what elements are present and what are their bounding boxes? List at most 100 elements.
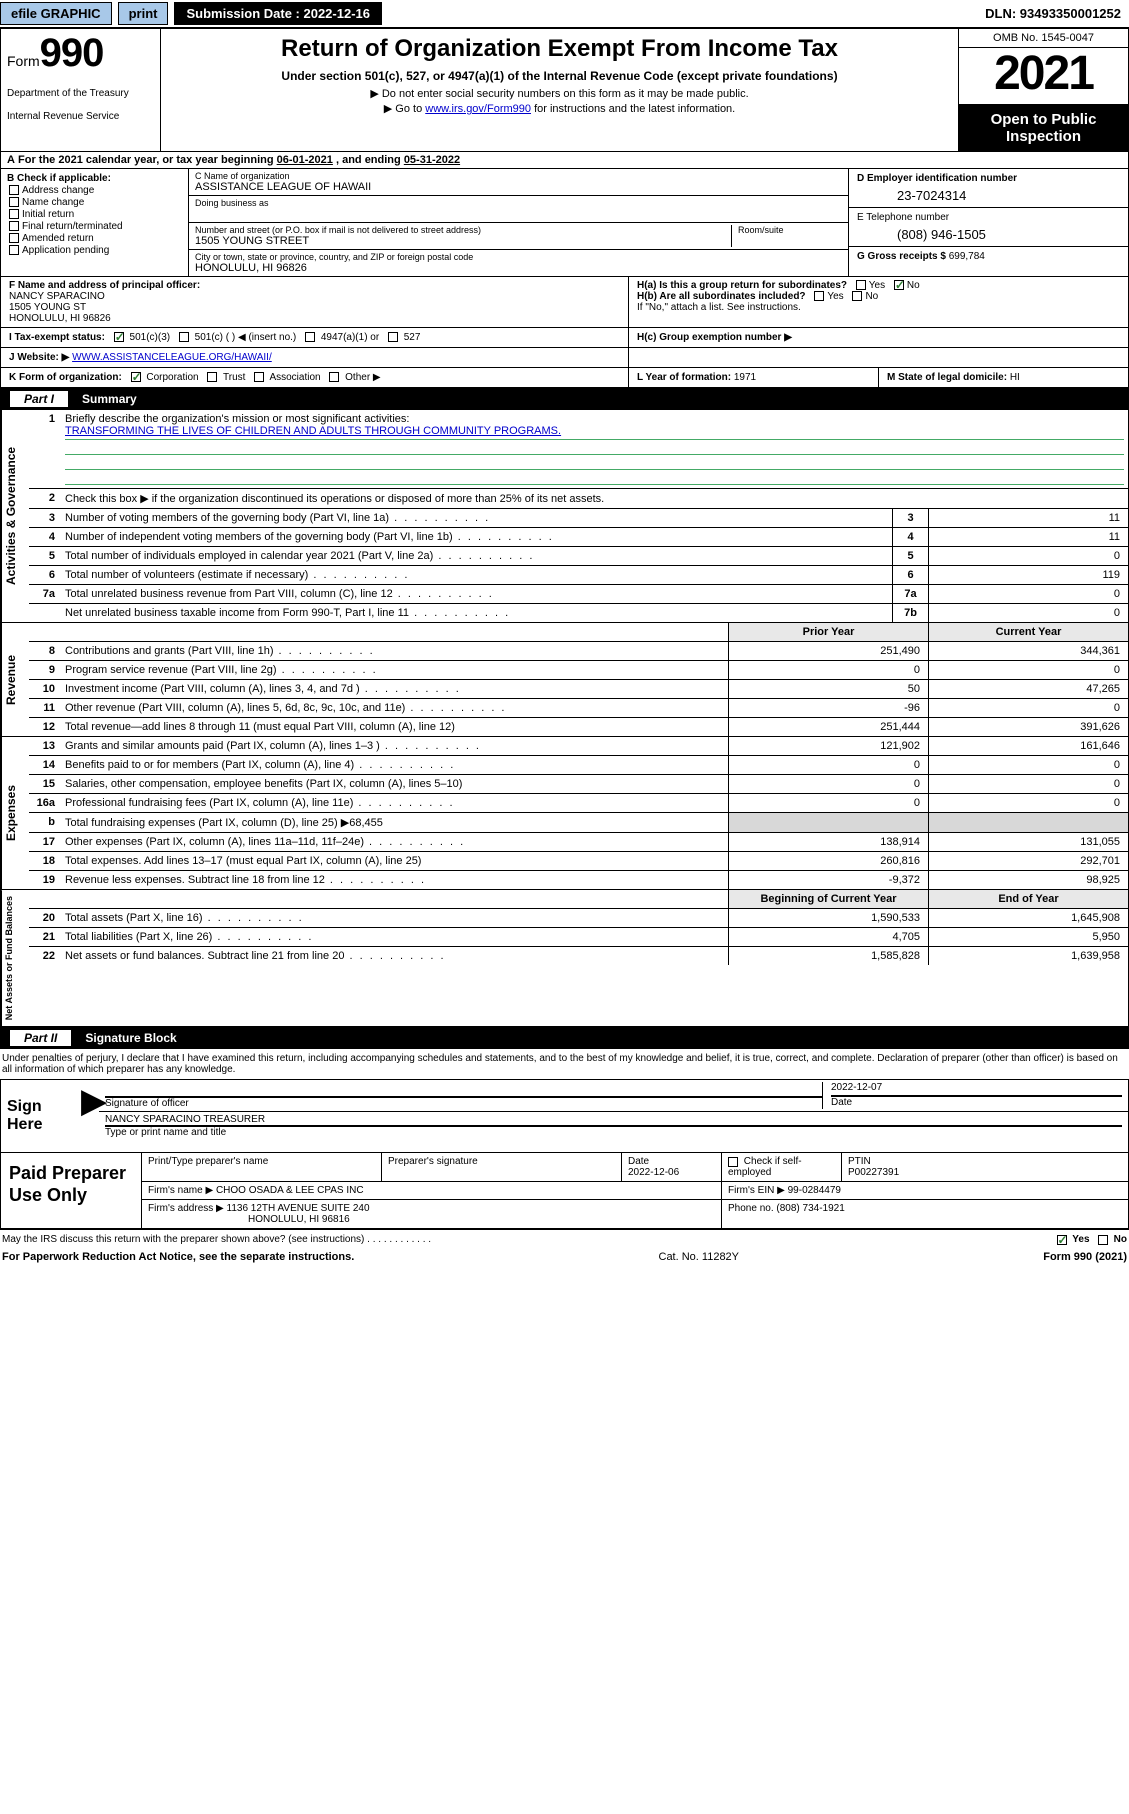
col-d: D Employer identification number 23-7024… [848,169,1128,276]
c11: 0 [928,699,1128,717]
dba-value [195,208,842,220]
discuss-no[interactable] [1098,1235,1108,1245]
pra-notice: For Paperwork Reduction Act Notice, see … [2,1251,354,1263]
self-emp-label: Check if self-employed [728,1156,802,1178]
chk-assoc[interactable] [254,372,264,382]
officer-addr2: HONOLULU, HI 96826 [9,313,111,324]
part1-rev: Revenue Prior YearCurrent Year 8Contribu… [0,623,1129,737]
sign-here-label: Sign Here [1,1080,81,1152]
city-label: City or town, state or province, country… [195,252,842,262]
c10: 47,265 [928,680,1128,698]
o-501c: 501(c) ( ) ◀ (insert no.) [195,332,297,343]
chk-501c[interactable] [179,332,189,342]
q9-text: Program service revenue (Part VIII, line… [61,661,728,679]
ha-no[interactable] [894,280,904,290]
c18: 292,701 [928,852,1128,870]
open-public: Open to Public Inspection [959,105,1128,151]
firm-phone-label: Phone no. [728,1203,774,1214]
chk-amended-return[interactable]: Amended return [9,233,182,244]
hb-label: H(b) Are all subordinates included? [637,291,806,302]
chk-final-return[interactable]: Final return/terminated [9,221,182,232]
chk-name-change[interactable]: Name change [9,197,182,208]
perjury-statement: Under penalties of perjury, I declare th… [0,1049,1129,1079]
prep-date: 2022-12-06 [628,1167,679,1178]
chk-501c3[interactable] [114,332,124,342]
chk-527[interactable] [388,332,398,342]
domicile: HI [1010,372,1020,383]
o-501c3: 501(c)(3) [130,332,171,343]
chk-initial-return[interactable]: Initial return [9,209,182,220]
ha-yes[interactable] [856,280,866,290]
q8: 8Contributions and grants (Part VIII, li… [29,642,1128,661]
dln: DLN: 93493350001252 [985,6,1129,21]
q1-text: Briefly describe the organization's miss… [65,413,409,425]
chk-self-employed[interactable] [728,1157,738,1167]
firm-addr-label: Firm's address ▶ [148,1203,224,1214]
chk-address-change[interactable]: Address change [9,185,182,196]
goto-pre: ▶ Go to [384,103,425,115]
q15: 15Salaries, other compensation, employee… [29,775,1128,794]
discuss-yes[interactable] [1057,1235,1067,1245]
form-header: Form990 Department of the Treasury Inter… [0,28,1129,152]
h-end: End of Year [928,890,1128,908]
q20: 20Total assets (Part X, line 16)1,590,53… [29,909,1128,928]
q2-text: Check this box ▶ if the organization dis… [65,493,604,505]
firm-ein-label: Firm's EIN ▶ [728,1185,785,1196]
website-link[interactable]: WWW.ASSISTANCELEAGUE.ORG/HAWAII/ [72,352,272,363]
p15: 0 [728,775,928,793]
p13: 121,902 [728,737,928,755]
header-grid: B Check if applicable: Address change Na… [0,169,1129,277]
firm-name: CHOO OSADA & LEE CPAS INC [216,1185,364,1196]
tax-exempt-label: I Tax-exempt status: [9,332,105,343]
phone-label: E Telephone number [857,212,1120,223]
hb-yes[interactable] [814,291,824,301]
part1-net: Net Assets or Fund Balances Beginning of… [0,890,1129,1027]
p20: 1,590,533 [728,909,928,927]
tax-year-begin: 06-01-2021 [277,154,333,166]
q19-text: Revenue less expenses. Subtract line 18 … [61,871,728,889]
firm-addr1: 1136 12TH AVENUE SUITE 240 [227,1203,370,1214]
cat-no: Cat. No. 11282Y [354,1251,1043,1263]
prep-name-label: Print/Type preparer's name [142,1153,382,1182]
gross-label: G Gross receipts $ [857,251,946,262]
vtab-rev: Revenue [1,623,29,736]
form-ref: Form 990 (2021) [1043,1251,1127,1263]
officer-label: F Name and address of principal officer: [9,280,200,291]
q14: 14Benefits paid to or for members (Part … [29,756,1128,775]
q4: 4Number of independent voting members of… [29,528,1128,547]
h-beg: Beginning of Current Year [728,890,928,908]
form990-link[interactable]: www.irs.gov/Form990 [425,103,531,115]
officer-addr1: 1505 YOUNG ST [9,302,86,313]
q16b-val: 68,455 [349,817,383,829]
sig-officer-label: Signature of officer [105,1098,189,1109]
rev-hdr: Prior YearCurrent Year [29,623,1128,642]
form-org-label: K Form of organization: [9,372,122,383]
q14-text: Benefits paid to or for members (Part IX… [61,756,728,774]
no-label: No [1114,1234,1127,1245]
chk-application-pending[interactable]: Application pending [9,245,182,256]
phone: (808) 946-1505 [857,227,1120,242]
goto-post: for instructions and the latest informat… [531,103,735,115]
chk-trust[interactable] [207,372,217,382]
efile-button[interactable]: efile GRAPHIC [0,2,112,25]
o-corp: Corporation [146,372,198,383]
sign-here-block: Sign Here ▶ Signature of officer 2022-12… [0,1079,1129,1153]
chk-other[interactable] [329,372,339,382]
print-button[interactable]: print [118,2,169,25]
p11: -96 [728,699,928,717]
chk-4947[interactable] [305,332,315,342]
q8-text: Contributions and grants (Part VIII, lin… [61,642,728,660]
q9: 9Program service revenue (Part VIII, lin… [29,661,1128,680]
q7b: Net unrelated business taxable income fr… [29,604,1128,622]
c20: 1,645,908 [928,909,1128,927]
hb-no[interactable] [852,291,862,301]
row-j: J Website: ▶ WWW.ASSISTANCELEAGUE.ORG/HA… [0,348,1129,368]
q6-text: Total number of volunteers (estimate if … [61,566,892,584]
p16: 0 [728,794,928,812]
prep-date-label: Date [628,1156,649,1167]
chk-label: Final return/terminated [22,221,123,232]
street-label: Number and street (or P.O. box if mail i… [195,225,731,235]
q5-text: Total number of individuals employed in … [61,547,892,565]
chk-corp[interactable] [131,372,141,382]
o-other: Other ▶ [345,372,380,383]
